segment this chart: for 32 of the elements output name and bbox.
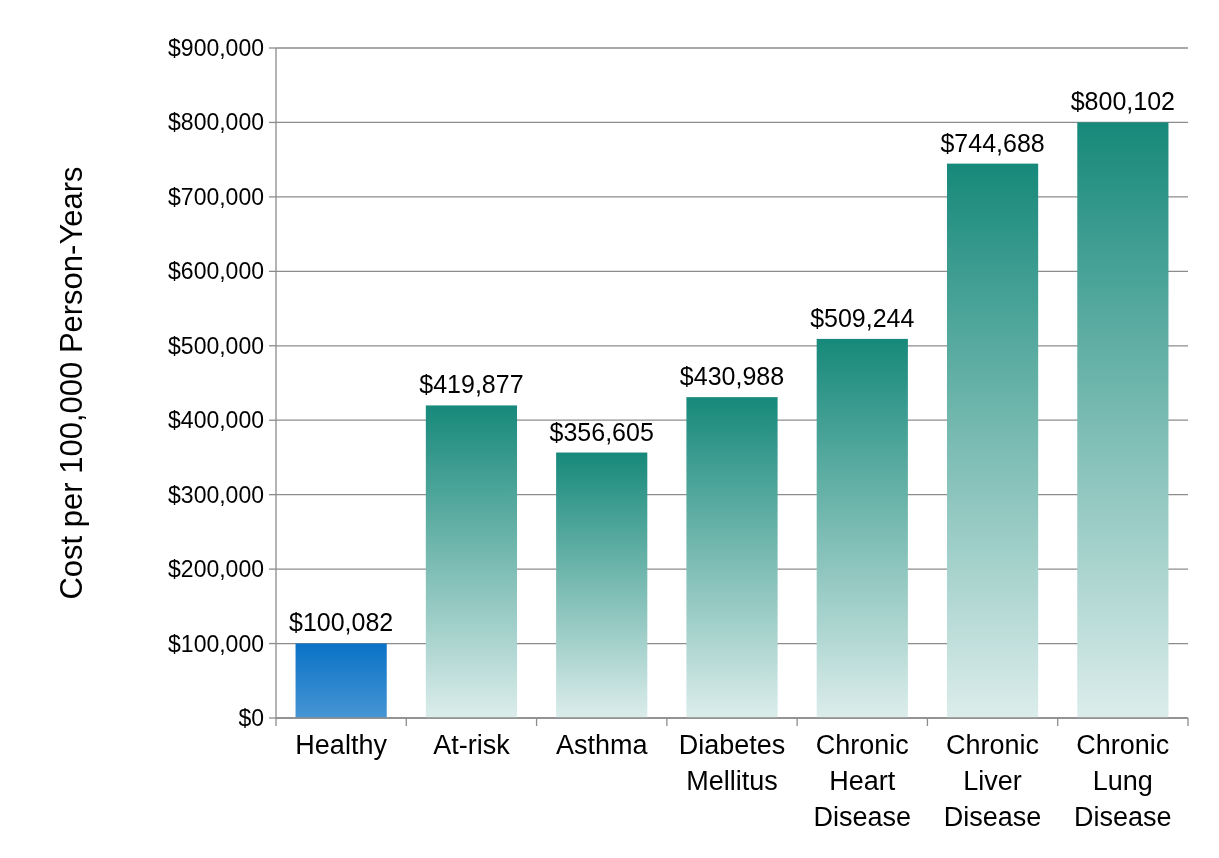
y-tick-label: $400,000: [168, 407, 264, 434]
data-label: $509,244: [810, 303, 915, 332]
y-tick-label: $0: [238, 705, 264, 732]
x-tick-label: Chronic Lung Disease: [1074, 730, 1172, 832]
bar: [1077, 122, 1169, 718]
y-axis-title: Cost per 100,000 Person-Years: [54, 166, 89, 600]
x-tick-label: Healthy: [295, 730, 388, 760]
data-label: $430,988: [679, 362, 785, 391]
bar: [556, 452, 648, 718]
bar: [295, 643, 387, 718]
x-tick-label: Asthma: [555, 730, 649, 760]
y-tick-label: $200,000: [168, 556, 264, 583]
bar: [686, 397, 778, 718]
y-tick-label: $300,000: [168, 481, 264, 508]
y-tick-label: $100,000: [168, 630, 264, 657]
data-label: $419,877: [419, 370, 524, 399]
y-tick-label: $900,000: [168, 35, 264, 62]
y-tick-label: $800,000: [168, 109, 264, 136]
x-tick-label: At-risk: [433, 730, 511, 760]
data-label: $100,082: [289, 608, 394, 637]
y-tick-label: $700,000: [168, 183, 264, 210]
data-label: $800,102: [1070, 87, 1175, 116]
bar: [946, 163, 1039, 718]
data-label: $744,688: [940, 128, 1045, 157]
bar: [816, 338, 908, 718]
bar: [425, 405, 518, 718]
y-tick-label: $500,000: [168, 332, 264, 359]
x-tick-label: Diabetes Mellitus: [678, 730, 786, 796]
data-label: $356,605: [549, 417, 654, 446]
x-tick-label: Chronic Heart Disease: [813, 730, 912, 832]
y-tick-label: $600,000: [168, 258, 264, 285]
x-tick-label: Chronic Liver Disease: [943, 730, 1042, 832]
